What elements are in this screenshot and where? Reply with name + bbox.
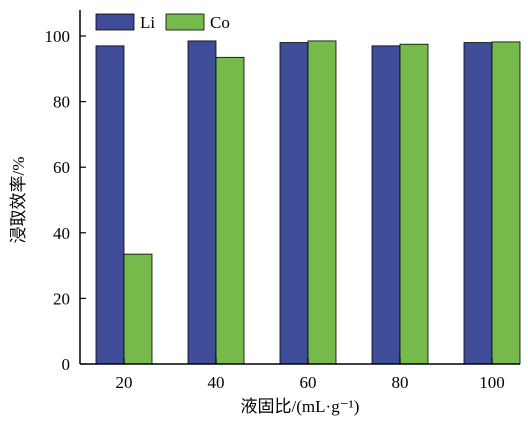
x-axis-title: 液固比/(mL·g⁻¹) <box>241 397 360 416</box>
x-ticks-group: 20 40 60 80 100 <box>116 358 505 392</box>
y-ticks-group: 0 20 40 60 80 100 <box>45 27 86 374</box>
x-tick-label: 100 <box>479 373 505 392</box>
bar-co-100 <box>491 41 521 365</box>
y-tick-label: 40 <box>53 224 70 243</box>
bars-group <box>95 40 521 365</box>
legend: Li Co <box>95 13 230 32</box>
bar-co-40 <box>215 56 245 365</box>
legend-swatch-co <box>165 13 205 31</box>
y-axis-title: 浸取效率/% <box>9 157 28 244</box>
bar-li-40 <box>187 40 217 365</box>
bar-co-80 <box>399 43 429 365</box>
bar-li-20 <box>95 45 125 365</box>
bar-li-60 <box>279 42 309 365</box>
x-tick-label: 60 <box>300 373 317 392</box>
y-tick-label: 80 <box>53 93 70 112</box>
y-tick-label: 60 <box>53 158 70 177</box>
y-tick-label: 20 <box>53 289 70 308</box>
x-tick-label: 20 <box>116 373 133 392</box>
bar-co-20 <box>123 253 153 365</box>
y-tick-label: 0 <box>62 355 71 374</box>
x-tick-label: 40 <box>208 373 225 392</box>
x-tick-label: 80 <box>392 373 409 392</box>
axes-group <box>79 10 520 365</box>
legend-swatch-li <box>95 13 135 31</box>
bar-li-80 <box>371 45 401 365</box>
legend-label-li: Li <box>140 13 155 32</box>
y-tick-label: 100 <box>45 27 71 46</box>
bar-li-100 <box>463 42 493 365</box>
bar-co-60 <box>307 40 337 365</box>
legend-label-co: Co <box>210 13 230 32</box>
